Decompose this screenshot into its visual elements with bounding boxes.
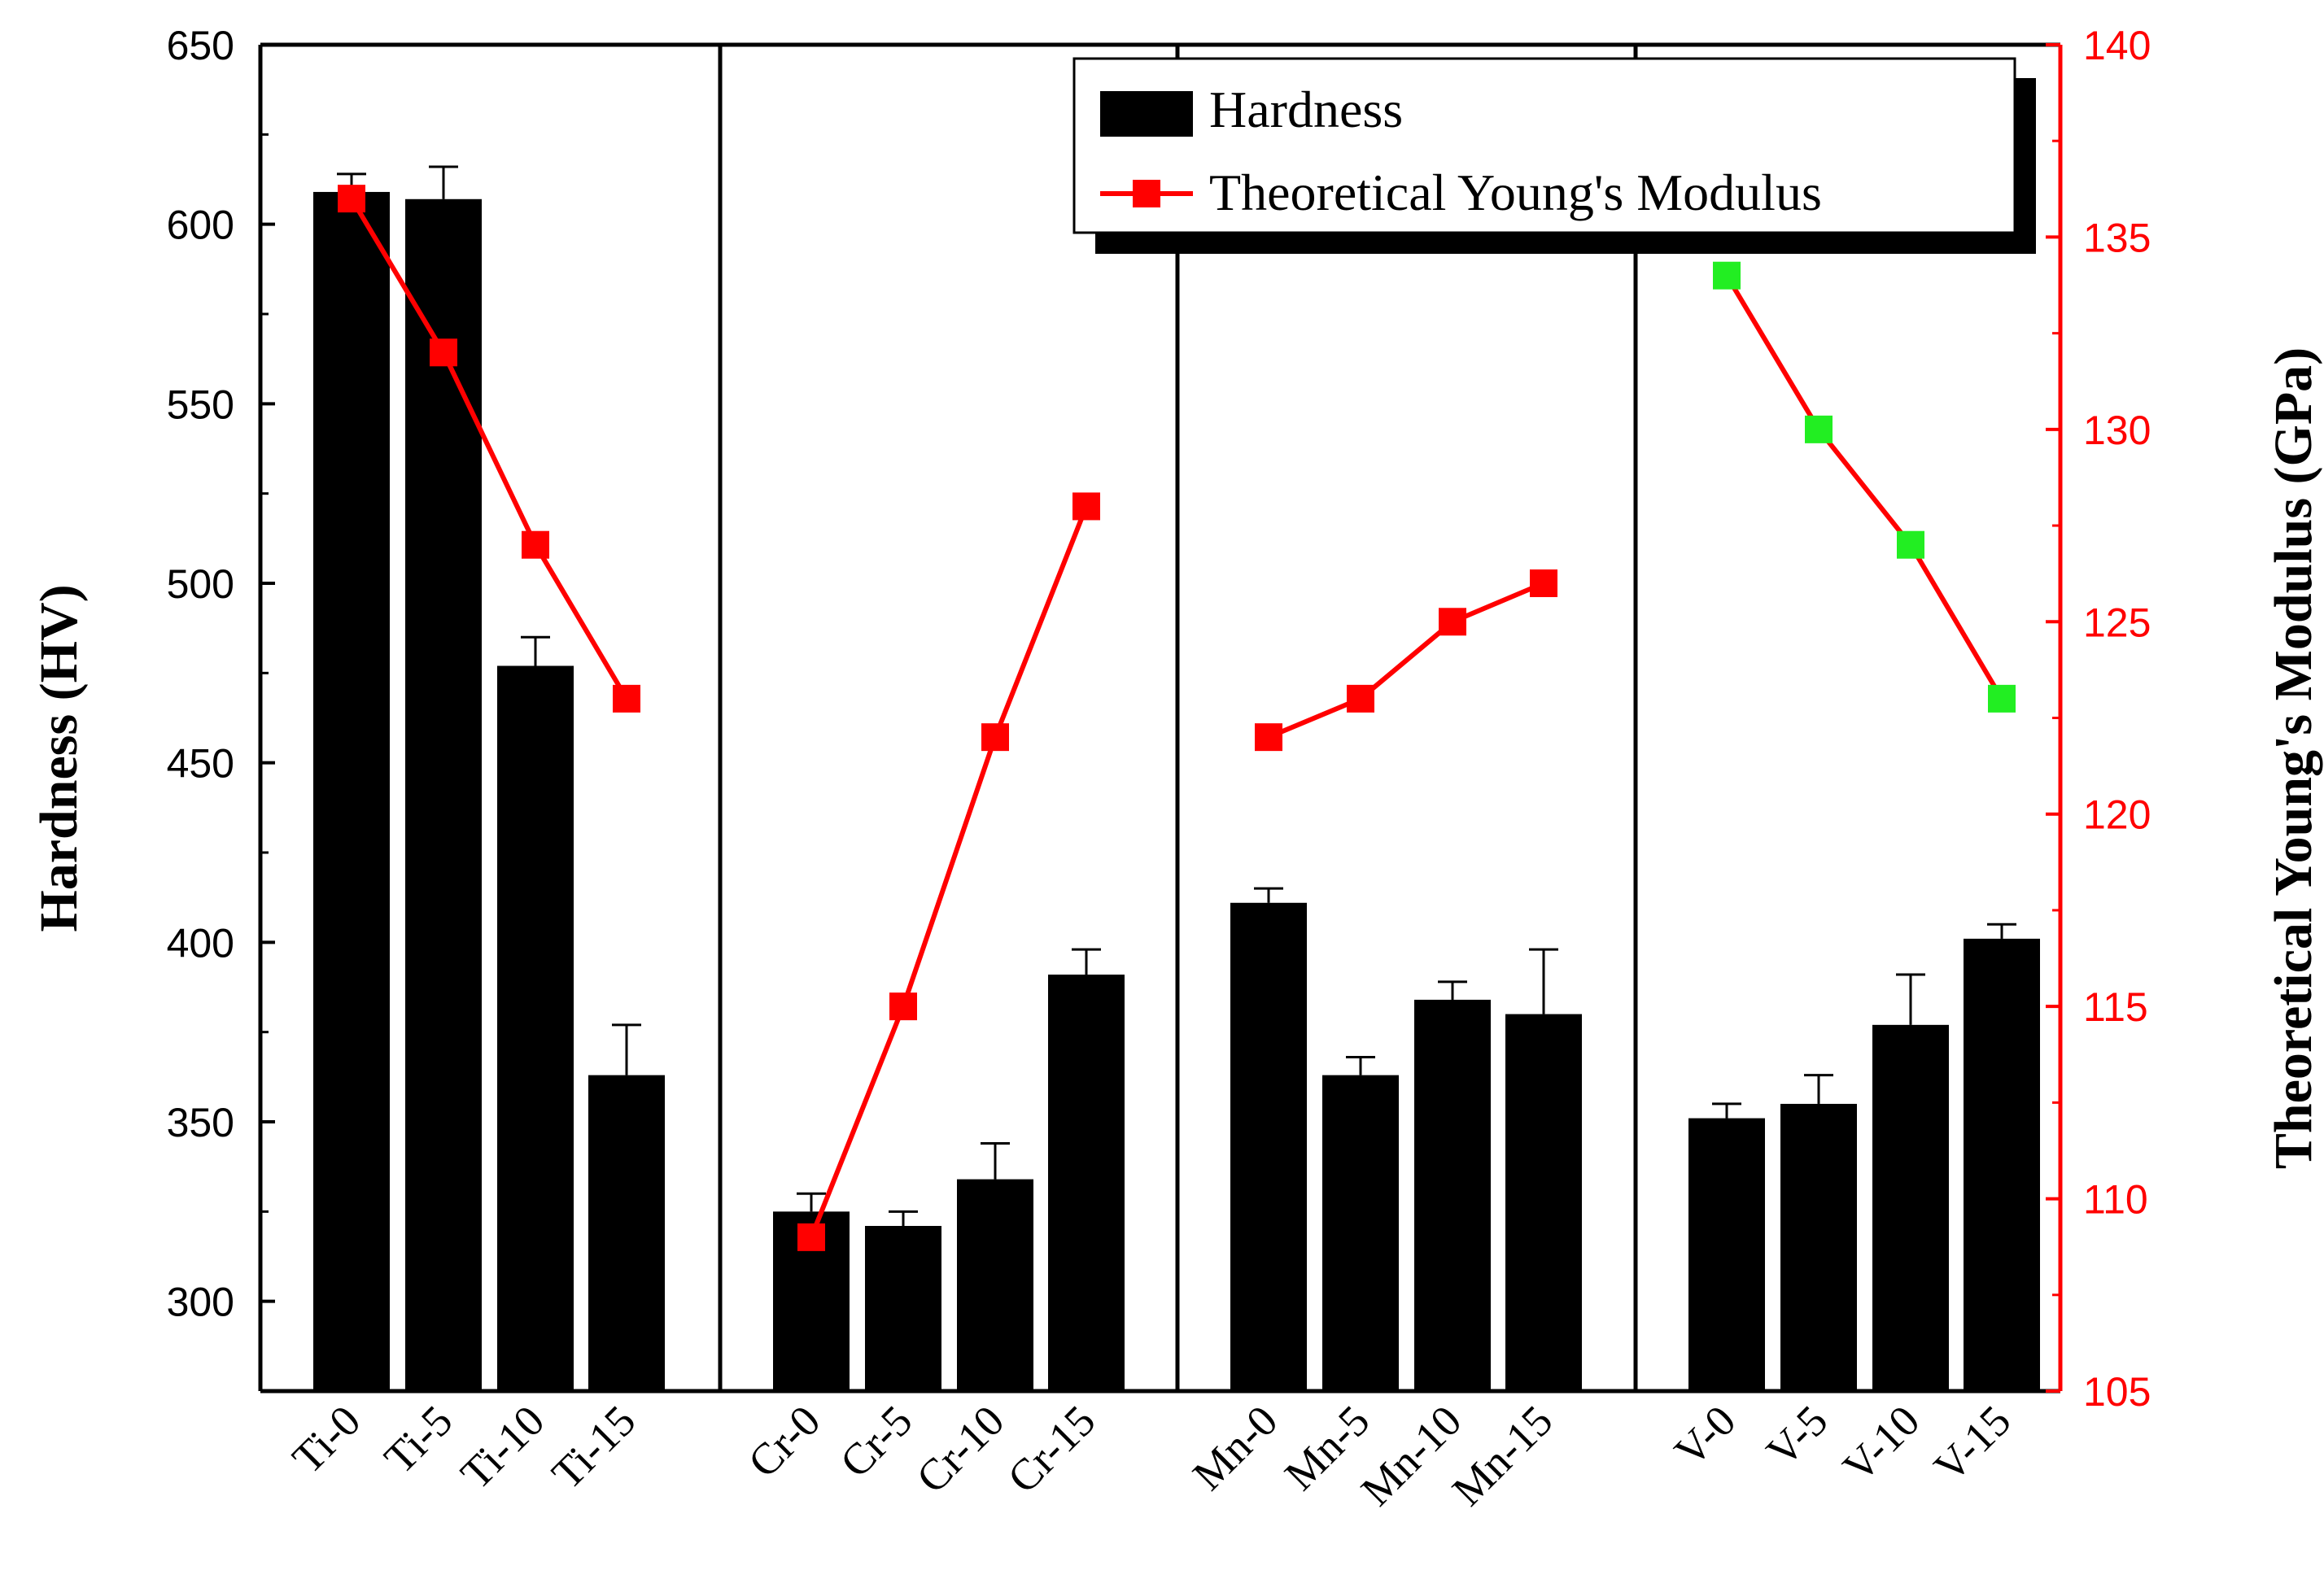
legend-modulus-marker [1133,180,1160,207]
legend-modulus-label: Theoretical Young's Modulus [1209,164,1822,221]
hardness-bar-v-10 [1872,1024,1949,1391]
legend-hardness-label: Hardness [1209,81,1403,138]
x-tick-label-cr-5: Cr-5 [831,1396,922,1487]
x-tick-label-v-0: V-0 [1665,1396,1745,1476]
modulus-point-v-0 [1713,261,1741,290]
x-tick-label-ti-0: Ti-0 [283,1396,370,1483]
line-layer [338,185,2016,1251]
right-tick-label-120: 120 [2083,792,2151,838]
bar-layer [313,165,2040,1392]
right-tick-label-115: 115 [2083,984,2148,1030]
modulus-point-ti-5 [430,338,457,367]
right-tick-label-125: 125 [2083,600,2151,645]
hardness-bar-cr-5 [865,1225,941,1391]
hardness-bar-mn-15 [1505,1014,1582,1391]
x-tick-label-v-15: V-15 [1924,1396,2020,1491]
modulus-line-ti [349,197,629,700]
x-tick-label-ti-5: Ti-5 [375,1396,462,1483]
hardness-bar-cr-15 [1048,975,1125,1391]
hardness-bar-ti-15 [588,1075,665,1391]
left-tick-label-450: 450 [167,741,234,787]
left-tick-label-300: 300 [167,1280,234,1325]
hardness-bar-v-5 [1780,1103,1857,1391]
left-tick-label-500: 500 [167,561,234,607]
hardness-bar-cr-10 [957,1179,1033,1391]
modulus-point-cr-5 [889,992,917,1021]
modulus-point-ti-0 [338,185,365,213]
left-tick-label-400: 400 [167,920,234,966]
hardness-bar-v-0 [1688,1118,1765,1391]
x-tick-label-v-10: V-10 [1833,1396,1929,1491]
hardness-bar-v-15 [1964,938,2040,1391]
modulus-point-v-5 [1805,415,1833,443]
modulus-point-v-10 [1897,530,1924,559]
right-tick-label-130: 130 [2083,408,2151,453]
legend-hardness-swatch [1100,91,1193,137]
left-tick-label-650: 650 [167,23,234,68]
modulus-line-v [1724,274,2004,700]
modulus-point-mn-0 [1255,723,1282,752]
right-tick-label-135: 135 [2083,215,2151,260]
modulus-point-ti-15 [613,684,640,713]
hardness-bar-mn-0 [1230,902,1307,1391]
x-tick-label-mn-15: Mn-15 [1443,1396,1562,1515]
modulus-point-ti-10 [522,530,549,559]
x-tick-label-cr-15: Cr-15 [998,1396,1105,1503]
x-tick-label-cr-10: Cr-10 [907,1396,1014,1503]
legend: Hardness Theoretical Young's Modulus [1072,57,2036,254]
left-tick-label-350: 350 [167,1100,234,1145]
right-axis-title: Theoretical Young's Modulus (GPa) [2264,347,2323,1169]
x-tick-label-v-5: V-5 [1757,1396,1837,1476]
hardness-bar-mn-5 [1322,1075,1399,1391]
x-tick-label-ti-15: Ti-15 [543,1396,645,1498]
left-tick-label-550: 550 [167,382,234,427]
modulus-point-mn-10 [1439,608,1466,636]
right-tick-label-110: 110 [2083,1177,2148,1223]
legend-box [1072,57,2016,234]
modulus-point-cr-10 [981,723,1009,752]
right-tick-label-140: 140 [2083,23,2151,68]
modulus-point-mn-5 [1347,684,1374,713]
x-tick-label-mn-0: Mn-0 [1183,1396,1286,1499]
left-tick-label-600: 600 [167,203,234,248]
x-tick-label-cr-0: Cr-0 [739,1396,830,1487]
left-axis-title: Hardness (HV) [29,584,89,931]
right-tick-label-105: 105 [2083,1369,2151,1415]
modulus-point-cr-0 [797,1223,825,1251]
x-tick-label-ti-10: Ti-10 [452,1396,554,1498]
modulus-point-cr-15 [1072,492,1100,521]
modulus-point-v-15 [1988,684,2016,713]
modulus-line-cr [809,505,1089,1238]
modulus-line-mn [1267,581,1545,739]
hardness-bar-ti-10 [497,665,574,1391]
x-tick-label-mn-10: Mn-10 [1352,1396,1470,1515]
hardness-bar-mn-10 [1414,999,1491,1391]
hardness-bar-ti-5 [405,198,482,1392]
modulus-point-mn-15 [1530,569,1557,597]
hardness-bar-ti-0 [313,191,390,1392]
